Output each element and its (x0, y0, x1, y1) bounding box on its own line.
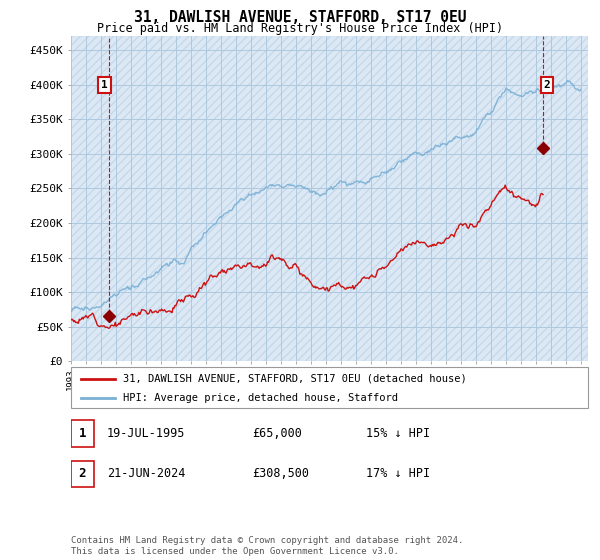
Text: Price paid vs. HM Land Registry's House Price Index (HPI): Price paid vs. HM Land Registry's House … (97, 22, 503, 35)
FancyBboxPatch shape (71, 367, 588, 408)
Text: £308,500: £308,500 (252, 468, 309, 480)
Text: 15% ↓ HPI: 15% ↓ HPI (365, 427, 430, 440)
Text: 19-JUL-1995: 19-JUL-1995 (107, 427, 185, 440)
Text: 31, DAWLISH AVENUE, STAFFORD, ST17 0EU (detached house): 31, DAWLISH AVENUE, STAFFORD, ST17 0EU (… (122, 374, 466, 384)
Text: 21-JUN-2024: 21-JUN-2024 (107, 468, 185, 480)
Text: 2: 2 (544, 80, 550, 90)
Text: 1: 1 (79, 427, 86, 440)
Text: £65,000: £65,000 (252, 427, 302, 440)
Text: HPI: Average price, detached house, Stafford: HPI: Average price, detached house, Staf… (122, 393, 398, 403)
FancyBboxPatch shape (71, 420, 94, 446)
Text: 31, DAWLISH AVENUE, STAFFORD, ST17 0EU: 31, DAWLISH AVENUE, STAFFORD, ST17 0EU (134, 10, 466, 25)
Text: 1: 1 (101, 80, 108, 90)
Text: 2: 2 (79, 468, 86, 480)
Text: 17% ↓ HPI: 17% ↓ HPI (365, 468, 430, 480)
Text: Contains HM Land Registry data © Crown copyright and database right 2024.
This d: Contains HM Land Registry data © Crown c… (71, 536, 463, 556)
FancyBboxPatch shape (71, 461, 94, 487)
